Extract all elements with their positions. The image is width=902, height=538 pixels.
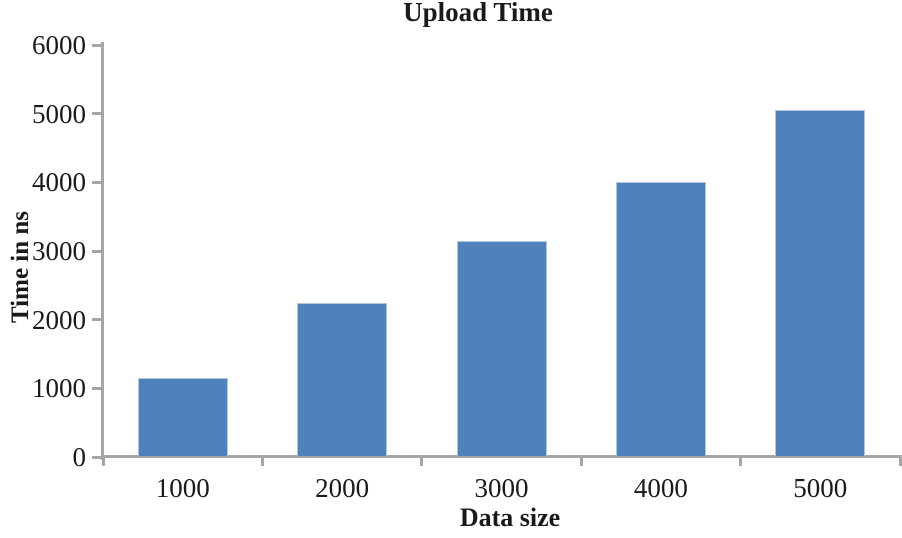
- y-tick-label: 0: [72, 442, 87, 472]
- x-tick-mark: [260, 455, 264, 466]
- bar-2000: [297, 302, 388, 456]
- y-tick-label: 4000: [32, 167, 86, 198]
- y-tick-label: 6000: [32, 30, 86, 60]
- x-axis-title: Data size: [459, 503, 561, 532]
- y-tick-mark: [92, 386, 102, 390]
- y-tick-mark: [92, 318, 102, 322]
- x-axis-line: [101, 455, 902, 458]
- y-tick-mark: [92, 180, 102, 184]
- bar-4000: [615, 182, 706, 456]
- x-tick-mark: [739, 455, 743, 466]
- y-axis-line: [101, 42, 104, 460]
- y-tick-label: 2000: [32, 304, 86, 335]
- x-tick-label: 2000: [315, 473, 370, 503]
- bar-5000: [775, 110, 866, 456]
- x-tick-label: 4000: [633, 473, 688, 503]
- y-tick-label: 3000: [32, 236, 86, 266]
- y-tick-mark: [92, 249, 102, 253]
- x-tick-mark: [420, 455, 424, 466]
- y-tick-mark: [92, 455, 102, 459]
- x-tick-mark: [579, 455, 583, 466]
- x-tick-label: 1000: [155, 473, 210, 503]
- bar-1000: [137, 378, 228, 456]
- x-tick-label: 3000: [474, 473, 529, 503]
- y-tick-mark: [92, 112, 102, 116]
- x-tick-mark: [898, 455, 902, 466]
- bar-3000: [456, 240, 547, 456]
- x-tick-label: 5000: [793, 473, 848, 503]
- chart-title: Upload Time: [403, 0, 553, 27]
- y-tick-label: 5000: [32, 98, 86, 129]
- y-tick-label: 1000: [32, 373, 86, 404]
- x-tick-mark: [101, 455, 105, 466]
- y-tick-mark: [92, 43, 102, 47]
